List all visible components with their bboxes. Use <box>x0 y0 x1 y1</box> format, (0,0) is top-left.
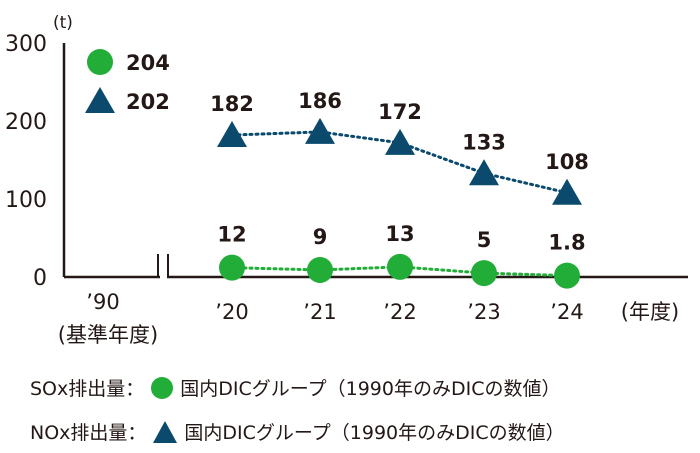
data-label: 108 <box>545 150 589 174</box>
y-tick-label: 0 <box>33 266 47 291</box>
nox-point <box>469 159 499 186</box>
data-label: 182 <box>210 92 254 116</box>
data-label: 1.8 <box>548 231 585 255</box>
x-tick-label: ’22 <box>383 300 416 324</box>
nox-1990-marker <box>85 87 115 113</box>
sox-point <box>387 253 413 280</box>
data-label: 133 <box>462 130 506 154</box>
x-tick-label: ’23 <box>467 300 500 324</box>
legend-row-sox: SOx排出量： 国内DICグループ（1990年のみDICの数値） <box>0 374 700 401</box>
data-label: 172 <box>378 100 422 124</box>
x-unit-label: (年度) <box>621 300 679 324</box>
sox-point <box>307 256 333 283</box>
nox-point <box>385 128 415 155</box>
sox-point <box>471 260 497 287</box>
x-tick-label: ’90 <box>86 290 119 314</box>
data-label: 202 <box>126 90 170 114</box>
y-tick-label: 100 <box>5 188 47 213</box>
x-baseline-note: (基準年度) <box>58 323 158 347</box>
data-label: 204 <box>126 51 170 75</box>
data-label: 186 <box>298 89 342 113</box>
sox-point <box>219 254 245 281</box>
legend-sox-text: 国内DICグループ（1990年のみDICの数値） <box>180 378 561 400</box>
data-label: 13 <box>385 222 414 246</box>
sox-1990-marker <box>87 49 113 75</box>
data-label: 5 <box>477 228 492 252</box>
legend-nox-prefix: NOx排出量： <box>30 422 147 444</box>
nox-point <box>305 117 335 144</box>
legend-nox-text: 国内DICグループ（1990年のみDICの数値） <box>184 422 565 444</box>
x-tick-label: ’24 <box>550 300 583 324</box>
nox-point <box>217 121 247 148</box>
legend-row-nox: NOx排出量： 国内DICグループ（1990年のみDICの数値） <box>0 418 700 445</box>
y-unit-label: (t) <box>53 13 73 33</box>
nox-point <box>552 178 582 205</box>
sox-point <box>554 262 580 289</box>
legend-sox-prefix: SOx排出量： <box>30 378 145 400</box>
y-tick-label: 300 <box>5 32 47 57</box>
data-label: 9 <box>313 225 328 249</box>
x-tick-label: ’21 <box>303 300 336 324</box>
y-tick-label: 200 <box>5 110 47 135</box>
x-tick-label: ’20 <box>215 300 248 324</box>
triangle-icon <box>153 420 178 443</box>
circle-icon <box>151 376 174 399</box>
data-label: 12 <box>217 223 246 247</box>
